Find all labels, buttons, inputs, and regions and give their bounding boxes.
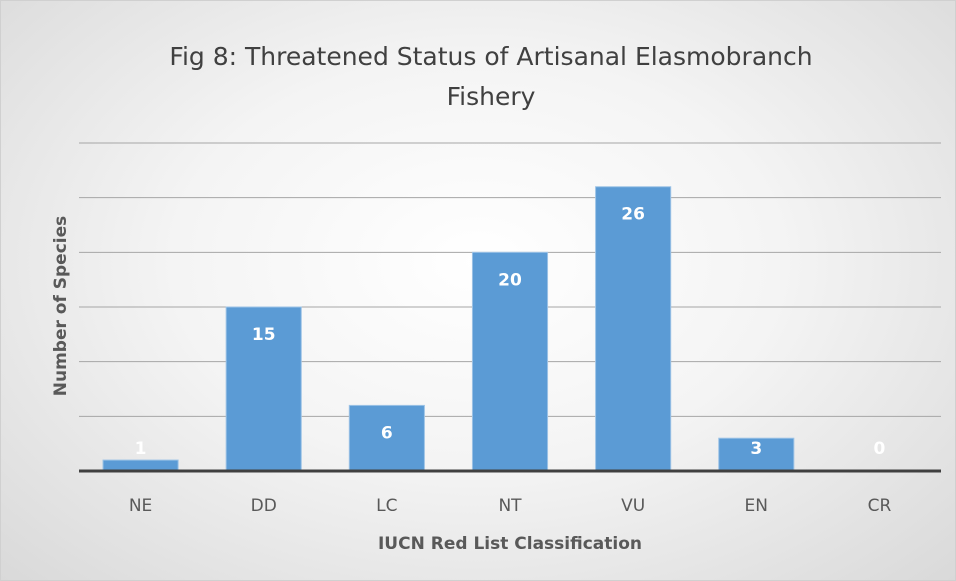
- x-axis-label: IUCN Red List Classification: [378, 534, 642, 554]
- x-tick-label: NT: [498, 496, 522, 516]
- data-label: 6: [381, 423, 393, 443]
- data-label: 15: [252, 325, 276, 345]
- data-label: 26: [621, 205, 645, 225]
- x-tick-label: EN: [745, 496, 768, 516]
- bar: [102, 459, 179, 472]
- bar: [225, 306, 302, 472]
- x-tick-label: NE: [129, 496, 152, 516]
- data-label: 1: [135, 439, 147, 459]
- x-tick-label: LC: [376, 496, 397, 516]
- data-label: 20: [498, 270, 522, 290]
- data-label: 3: [750, 439, 762, 459]
- bar: [471, 251, 549, 472]
- bar: [595, 186, 672, 472]
- y-axis-label: Number of Species: [51, 216, 71, 397]
- x-tick-label: DD: [251, 496, 277, 516]
- x-tick-label: VU: [621, 496, 645, 516]
- x-tick-label: CR: [868, 496, 892, 516]
- data-label: 0: [874, 439, 886, 459]
- chart-title: Fig 8: Threatened Status of Artisanal El…: [169, 42, 813, 111]
